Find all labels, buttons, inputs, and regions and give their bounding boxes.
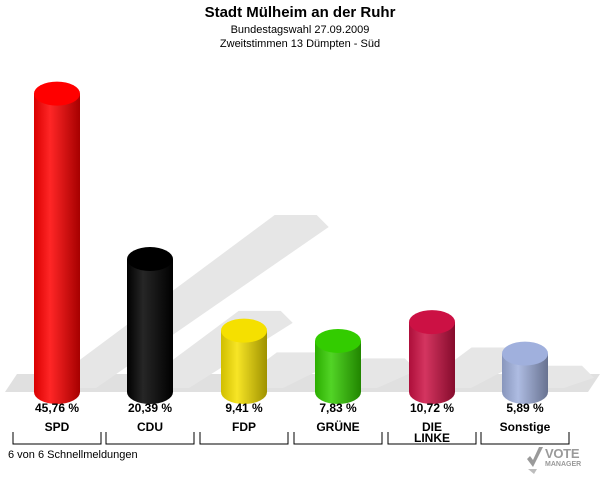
category-label: CDU [137, 420, 163, 434]
value-label: 45,76 % [35, 401, 79, 415]
logo-text-vote: VOTE [545, 446, 580, 461]
value-label: 5,89 % [506, 401, 544, 415]
category-bracket [12, 432, 102, 445]
bar-cdu [127, 247, 173, 404]
chart-subtitle-election: Bundestagswahl 27.09.2009 [230, 24, 370, 36]
vote-manager-logo: VOTE MANAGER [525, 443, 597, 477]
bar-die-linke [409, 310, 455, 404]
category-bracket [480, 432, 570, 445]
value-label: 20,39 % [128, 401, 172, 415]
logo-text-manager: MANAGER [545, 461, 582, 468]
value-label: 9,41 % [225, 401, 263, 415]
bar-shadow [42, 214, 329, 388]
report-status: 6 von 6 Schnellmeldungen [8, 449, 138, 461]
category-label: SPD [45, 420, 70, 434]
category-bracket [105, 432, 195, 445]
bar-sonstige [502, 341, 548, 404]
value-label: 7,83 % [319, 401, 357, 415]
category-label: DIE [422, 420, 442, 434]
bar-gr-ne [315, 328, 361, 404]
category-label: FDP [232, 420, 256, 434]
category-bracket [199, 432, 289, 445]
category-label: LINKE [414, 431, 450, 445]
value-label: 10,72 % [410, 401, 454, 415]
chart-subtitle-district: Zweitstimmen 13 Dümpten - Süd [219, 38, 381, 50]
category-bracket [387, 432, 477, 445]
category-label: GRÜNE [316, 419, 359, 434]
bar-fdp [221, 318, 267, 404]
category-bracket [293, 432, 383, 445]
checkmark-logo-icon [527, 447, 543, 474]
bar-spd [34, 81, 80, 404]
chart-title: Stadt Mülheim an der Ruhr [204, 4, 396, 21]
category-label: Sonstige [500, 420, 551, 434]
